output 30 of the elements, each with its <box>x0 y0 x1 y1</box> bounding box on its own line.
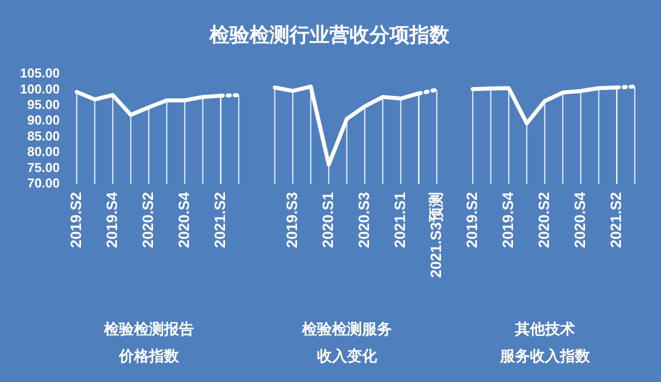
y-tick-label: 75.00 <box>27 160 60 175</box>
y-tick-label: 90.00 <box>27 112 60 128</box>
x-tick-label: 2019.S2 <box>68 192 85 248</box>
text: 检验检测报告 <box>102 321 194 338</box>
text: 检验检测服务 <box>300 321 392 338</box>
x-tick-label: 2019.S2 <box>464 192 481 248</box>
x-tick-label: 2020.S4 <box>572 191 589 248</box>
text: 价格指数 <box>118 348 180 366</box>
x-tick-label: 2021.S3预测 <box>428 192 445 278</box>
text: 收入变化 <box>316 347 378 366</box>
y-tick-label: 95.00 <box>27 97 60 112</box>
x-tick-label: 2019.S4 <box>104 191 121 248</box>
chart-title: 检验检测行业营收分项指数 <box>208 24 450 47</box>
text: 服务收入指数 <box>498 348 591 366</box>
x-tick-label: 2020.S2 <box>140 192 157 248</box>
x-tick-label: 2020.S3 <box>356 192 373 248</box>
y-tick-label: 105.00 <box>20 66 60 81</box>
y-tick-label: 85.00 <box>27 128 60 144</box>
x-tick-label: 2021.S2 <box>212 192 229 248</box>
x-tick-label: 2020.S2 <box>536 192 553 248</box>
y-tick-label: 70.00 <box>27 176 60 191</box>
text: 其他技术 <box>514 321 575 338</box>
x-tick-label: 2020.S1 <box>320 192 337 248</box>
x-tick-label: 2020.S4 <box>176 191 193 248</box>
x-tick-label: 2021.S2 <box>608 192 625 248</box>
x-tick-label: 2021.S1 <box>392 192 409 248</box>
y-tick-label: 100.00 <box>20 81 60 96</box>
y-tick-label: 80.00 <box>27 144 60 160</box>
x-tick-label: 2019.S3 <box>284 192 301 248</box>
x-tick-label: 2019.S4 <box>500 191 517 248</box>
